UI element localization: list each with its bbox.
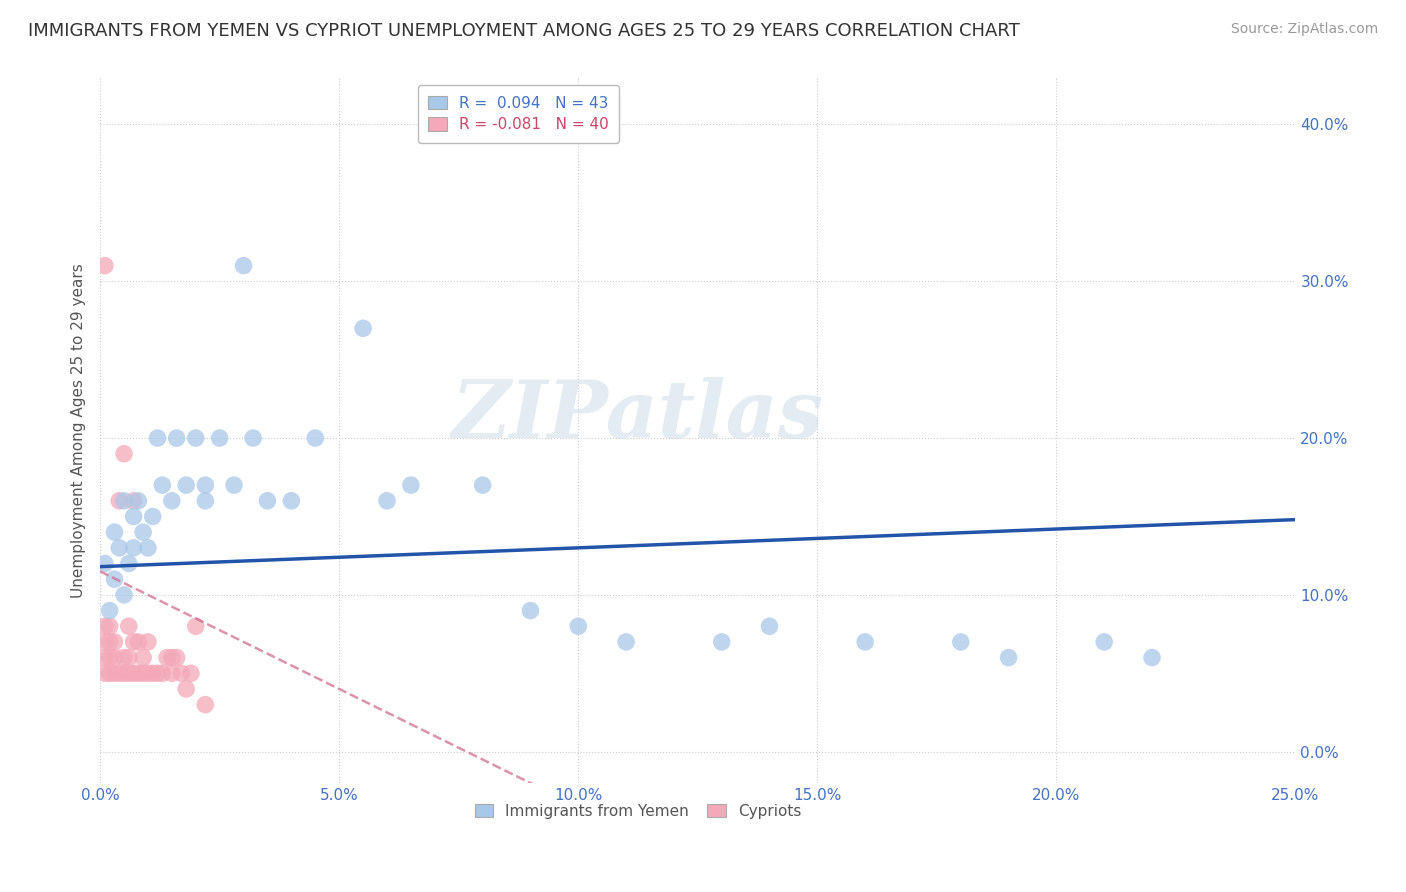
Point [132, 666, 155, 681]
Point [280, 493, 302, 508]
Legend: Immigrants from Yemen, Cypriots: Immigrants from Yemen, Cypriots [468, 797, 807, 825]
Point [112, 588, 135, 602]
Point [180, 666, 202, 681]
Point [471, 478, 494, 492]
Point [136, 666, 159, 681]
Point [146, 431, 169, 445]
Point [150, 478, 173, 492]
Point [710, 635, 733, 649]
Text: IMMIGRANTS FROM YEMEN VS CYPRIOT UNEMPLOYMENT AMONG AGES 25 TO 29 YEARS CORRELAT: IMMIGRANTS FROM YEMEN VS CYPRIOT UNEMPLO… [28, 22, 1019, 40]
Point [146, 666, 169, 681]
Point [160, 493, 183, 508]
Point [122, 493, 145, 508]
Point [127, 493, 149, 508]
Point [142, 666, 165, 681]
Point [567, 619, 589, 633]
Point [103, 650, 125, 665]
Point [519, 603, 541, 617]
Point [94, 557, 117, 571]
Point [208, 431, 231, 445]
Point [184, 431, 207, 445]
Point [112, 493, 135, 508]
Point [242, 431, 264, 445]
Point [160, 666, 183, 681]
Point [122, 509, 145, 524]
Point [103, 635, 125, 649]
Point [304, 431, 326, 445]
Point [174, 681, 197, 696]
Point [108, 541, 131, 555]
Point [170, 666, 193, 681]
Point [150, 666, 173, 681]
Point [174, 478, 197, 492]
Point [399, 478, 422, 492]
Point [166, 650, 188, 665]
Point [132, 525, 155, 540]
Point [112, 666, 135, 681]
Point [375, 493, 398, 508]
Point [136, 541, 159, 555]
Point [949, 635, 972, 649]
Point [118, 650, 141, 665]
Point [127, 635, 149, 649]
Point [112, 650, 135, 665]
Point [122, 635, 145, 649]
Point [108, 666, 131, 681]
Point [118, 557, 141, 571]
Text: Source: ZipAtlas.com: Source: ZipAtlas.com [1230, 22, 1378, 37]
Point [122, 541, 145, 555]
Point [94, 635, 117, 649]
Point [118, 666, 141, 681]
Point [122, 666, 145, 681]
Point [98, 666, 121, 681]
Point [98, 619, 121, 633]
Point [112, 447, 135, 461]
Point [758, 619, 780, 633]
Point [118, 619, 141, 633]
Point [614, 635, 637, 649]
Point [222, 478, 245, 492]
Point [194, 478, 217, 492]
Point [103, 525, 125, 540]
Point [94, 650, 117, 665]
Point [94, 259, 117, 273]
Point [997, 650, 1019, 665]
Point [142, 509, 165, 524]
Point [232, 259, 254, 273]
Y-axis label: Unemployment Among Ages 25 to 29 years: Unemployment Among Ages 25 to 29 years [72, 263, 86, 598]
Point [98, 650, 121, 665]
Point [127, 666, 149, 681]
Point [166, 431, 188, 445]
Point [132, 650, 155, 665]
Point [194, 698, 217, 712]
Point [98, 603, 121, 617]
Point [853, 635, 876, 649]
Point [1092, 635, 1115, 649]
Point [94, 619, 117, 633]
Point [256, 493, 278, 508]
Point [103, 572, 125, 586]
Point [136, 635, 159, 649]
Point [103, 666, 125, 681]
Point [184, 619, 207, 633]
Point [1140, 650, 1163, 665]
Point [94, 666, 117, 681]
Point [108, 493, 131, 508]
Point [98, 635, 121, 649]
Point [352, 321, 374, 335]
Text: ZIPatlas: ZIPatlas [451, 377, 824, 455]
Point [156, 650, 179, 665]
Point [160, 650, 183, 665]
Point [194, 493, 217, 508]
